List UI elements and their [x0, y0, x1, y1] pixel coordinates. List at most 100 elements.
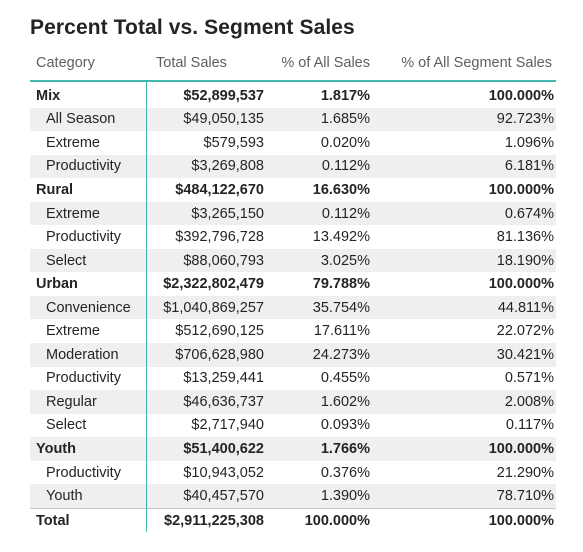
category-row: Select $2,717,940 0.093% 0.117%	[30, 413, 556, 438]
total-sales-cell: $512,690,125	[175, 323, 264, 340]
pct-all-sales-cell: 1.602%	[268, 390, 374, 414]
header-row: Category Total Sales % of All Sales % of…	[30, 46, 556, 82]
pct-segment-sales-cell: 1.096%	[504, 134, 554, 151]
pct-all-sales-cell: 1.685%	[268, 107, 374, 132]
pct-segment-sales-cell: 44.811%	[374, 295, 556, 320]
total-label: Total	[30, 507, 147, 533]
segment-row: Mix $52,899,537 1.817% 100.000%	[30, 81, 556, 108]
category-label: Extreme	[30, 319, 147, 344]
total-sales-cell: $88,060,793	[146, 248, 268, 273]
total-sales-cell: $52,899,537	[183, 87, 264, 104]
matrix-visual: Percent Total vs. Segment Sales Category…	[30, 14, 556, 533]
pct-all-sales-cell: 0.020%	[320, 134, 370, 151]
total-sales-cell: $484,122,670	[175, 181, 264, 198]
total-pct-segment-cell: 100.000%	[374, 507, 556, 533]
category-label: Youth	[30, 484, 147, 509]
total-sales-cell: $2,911,225,308	[146, 507, 268, 533]
category-label: All Season	[30, 107, 147, 132]
sales-matrix-table: Category Total Sales % of All Sales % of…	[30, 46, 556, 533]
category-label: Productivity	[30, 460, 147, 485]
category-row: Moderation $706,628,980 24.273% 30.421%	[30, 343, 556, 367]
pct-all-sales-cell: 79.788%	[312, 276, 370, 293]
pct-segment-sales-cell: 0.117%	[505, 417, 554, 434]
pct-all-sales-cell: 24.273%	[268, 343, 374, 367]
category-row: Extreme $579,593 0.020% 1.096%	[30, 131, 556, 155]
total-sales-cell: $2,322,802,479	[163, 276, 264, 293]
column-header-category[interactable]: Category	[30, 46, 146, 82]
pct-segment-sales-cell: 2.008%	[374, 390, 556, 414]
total-sales-cell: $3,269,808	[146, 154, 268, 179]
pct-segment-sales-cell: 18.190%	[374, 248, 556, 273]
pct-segment-sales-cell: 100.000%	[488, 276, 554, 293]
pct-segment-sales-cell: 6.181%	[374, 154, 556, 179]
category-label: Extreme	[30, 131, 147, 155]
category-label: Productivity	[30, 225, 147, 249]
matrix-body: Mix $52,899,537 1.817% 100.000% All Season $4…	[30, 81, 556, 509]
category-label: Select	[30, 248, 147, 273]
category-label: Regular	[30, 390, 147, 414]
category-row: Productivity $13,259,441 0.455% 0.571%	[30, 366, 556, 391]
category-row: Extreme $512,690,125 17.611% 22.072%	[30, 319, 556, 344]
category-row: Select $88,060,793 3.025% 18.190%	[30, 248, 556, 273]
category-label: Productivity	[30, 154, 147, 179]
column-header-pct-segment-sales[interactable]: % of All Segment Sales	[374, 46, 556, 82]
pct-segment-sales-cell: 100.000%	[488, 181, 554, 198]
total-sales-cell: $51,400,622	[146, 437, 268, 461]
segment-label[interactable]: Urban	[30, 272, 147, 296]
pct-all-sales-cell: 16.630%	[312, 181, 370, 198]
total-sales-cell: $13,259,441	[183, 370, 264, 387]
category-label: Moderation	[30, 343, 147, 367]
column-header-pct-all-sales[interactable]: % of All Sales	[268, 46, 374, 82]
segment-row: Youth $51,400,622 1.766% 100.000%	[30, 437, 556, 461]
segment-row: Urban $2,322,802,479 79.788% 100.000%	[30, 272, 556, 296]
total-sales-cell: $49,050,135	[146, 107, 268, 132]
pct-segment-sales-cell: 78.710%	[374, 484, 556, 509]
category-row: Extreme $3,265,150 0.112% 0.674%	[30, 201, 556, 226]
visual-title: Percent Total vs. Segment Sales	[30, 16, 355, 39]
total-sales-cell: $579,593	[203, 134, 264, 151]
total-sales-cell: $706,628,980	[146, 343, 268, 367]
pct-all-sales-cell: 0.455%	[320, 370, 370, 387]
category-row: All Season $49,050,135 1.685% 92.723%	[30, 107, 556, 132]
pct-all-sales-cell: 13.492%	[312, 229, 370, 246]
pct-segment-sales-cell: 22.072%	[496, 323, 554, 340]
pct-all-sales-cell: 35.754%	[268, 295, 374, 320]
category-label: Extreme	[30, 201, 147, 226]
pct-all-sales-cell: 0.112%	[268, 201, 374, 226]
category-label: Select	[30, 413, 147, 438]
pct-all-sales-cell: 1.817%	[320, 87, 370, 104]
category-row: Regular $46,636,737 1.602% 2.008%	[30, 390, 556, 414]
total-sales-cell: $46,636,737	[146, 390, 268, 414]
segment-label[interactable]: Rural	[30, 178, 147, 202]
segment-label[interactable]: Mix	[30, 81, 147, 108]
total-pct-all-cell: 100.000%	[268, 507, 374, 533]
pct-segment-sales-cell: 30.421%	[374, 343, 556, 367]
category-row: Productivity $10,943,052 0.376% 21.290%	[30, 460, 556, 485]
total-sales-cell: $392,796,728	[175, 229, 264, 246]
pct-all-sales-cell: 0.093%	[320, 417, 370, 434]
pct-all-sales-cell: 0.112%	[268, 154, 374, 179]
category-label: Productivity	[30, 366, 147, 391]
total-sales-cell: $10,943,052	[183, 464, 264, 481]
pct-segment-sales-cell: 0.674%	[374, 201, 556, 226]
category-label: Convenience	[30, 295, 147, 320]
category-row: Productivity $3,269,808 0.112% 6.181%	[30, 154, 556, 179]
segment-row: Rural $484,122,670 16.630% 100.000%	[30, 178, 556, 202]
pct-segment-sales-cell: 100.000%	[374, 437, 556, 461]
total-sales-cell: $1,040,869,257	[146, 295, 268, 320]
pct-all-sales-cell: 1.766%	[268, 437, 374, 461]
pct-all-sales-cell: 0.376%	[320, 464, 370, 481]
total-sales-cell: $3,265,150	[146, 201, 268, 226]
pct-segment-sales-cell: 100.000%	[488, 87, 554, 104]
segment-label[interactable]: Youth	[30, 437, 147, 461]
total-sales-cell: $2,717,940	[191, 417, 264, 434]
pct-segment-sales-cell: 92.723%	[374, 107, 556, 132]
category-row: Youth $40,457,570 1.390% 78.710%	[30, 484, 556, 509]
pct-all-sales-cell: 3.025%	[268, 248, 374, 273]
total-sales-cell: $40,457,570	[146, 484, 268, 509]
total-row: Total $2,911,225,308 100.000% 100.000%	[30, 507, 556, 533]
column-header-total-sales[interactable]: Total Sales	[146, 46, 268, 82]
pct-all-sales-cell: 1.390%	[268, 484, 374, 509]
category-row: Productivity $392,796,728 13.492% 81.136%	[30, 225, 556, 249]
pct-segment-sales-cell: 0.571%	[504, 370, 554, 387]
